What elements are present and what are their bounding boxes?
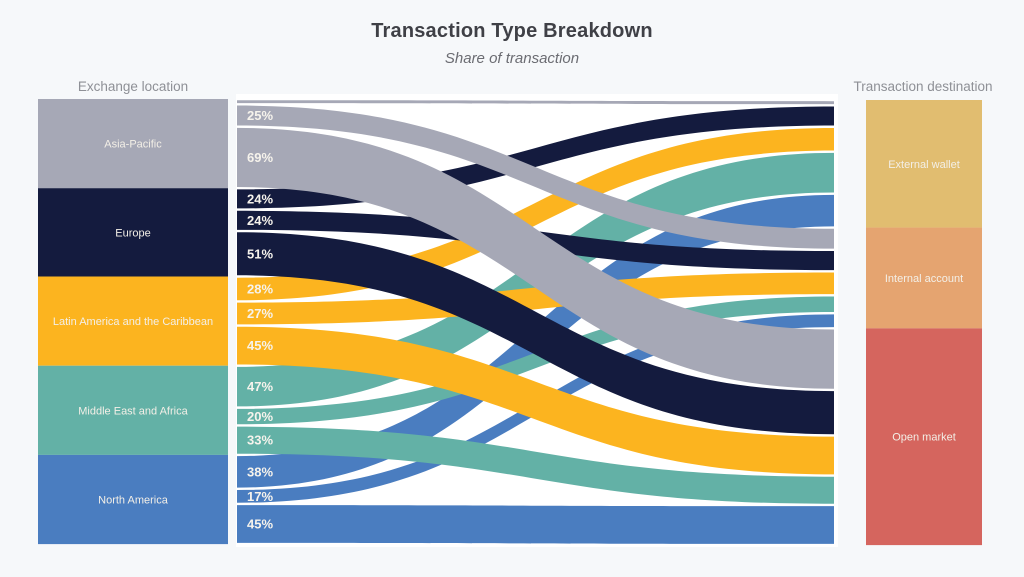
flow-value-label: 24% xyxy=(247,213,273,228)
sankey-link-europe-to-open-market[interactable] xyxy=(237,232,834,435)
node-label: Middle East and Africa xyxy=(78,405,188,417)
left-column-header: Exchange location xyxy=(77,79,189,94)
node-label: Latin America and the Caribbean xyxy=(53,316,213,328)
page-subtitle: Share of transaction xyxy=(444,50,580,67)
sankey-link-north-america-to-open-market[interactable] xyxy=(237,505,834,544)
flow-value-label: 45% xyxy=(247,338,273,353)
node-label: Europe xyxy=(115,227,150,239)
node-label: External wallet xyxy=(888,159,960,171)
flow-value-label: 33% xyxy=(247,433,273,448)
flow-value-label: 25% xyxy=(247,108,273,123)
sankey-link-latin-america-and-the-caribbean-to-internal-account[interactable] xyxy=(237,272,834,325)
node-label: Asia-Pacific xyxy=(104,139,162,151)
flow-value-label: 45% xyxy=(247,517,273,532)
flow-value-label: 51% xyxy=(247,246,273,261)
right-column-header: Transaction destination xyxy=(853,79,993,94)
flow-value-label: 17% xyxy=(247,489,273,504)
sankey-node-europe[interactable] xyxy=(38,188,228,277)
flow-value-label: 38% xyxy=(247,464,273,479)
sankey-link-middle-east-and-africa-to-internal-account[interactable] xyxy=(237,296,834,425)
sankey-node-open-market[interactable] xyxy=(866,328,982,546)
node-label: Internal account xyxy=(885,273,963,285)
sankey-node-asia-pacific[interactable] xyxy=(38,99,228,189)
sankey-node-north-america[interactable] xyxy=(38,454,228,545)
sankey-node-external-wallet[interactable] xyxy=(866,100,982,228)
flow-value-label: 24% xyxy=(247,191,273,206)
sankey-node-internal-account[interactable] xyxy=(866,227,982,329)
sankey-link-latin-america-and-the-caribbean-to-open-market[interactable] xyxy=(237,326,834,475)
node-label: North America xyxy=(98,495,169,507)
sankey-node-latin-america-and-the-caribbean[interactable] xyxy=(38,276,228,366)
sankey-link-latin-america-and-the-caribbean-to-external-wallet[interactable] xyxy=(237,127,834,301)
sankey-link-middle-east-and-africa-to-open-market[interactable] xyxy=(237,426,834,504)
flow-value-label: 47% xyxy=(247,379,273,394)
flow-value-label: 20% xyxy=(247,409,273,424)
sankey-link-asia-pacific-to-open-market[interactable] xyxy=(237,127,834,389)
page-title: Transaction Type Breakdown xyxy=(371,20,653,42)
sankey-node-middle-east-and-africa[interactable] xyxy=(38,365,228,455)
sankey-link-asia-pacific-to-internal-account[interactable] xyxy=(237,105,834,249)
flow-value-label: 27% xyxy=(247,306,273,321)
node-label: Open market xyxy=(892,432,956,444)
flow-value-label: 69% xyxy=(247,150,273,165)
sankey-link-asia-pacific-to-external-wallet[interactable] xyxy=(237,100,834,105)
flow-value-label: 28% xyxy=(247,281,273,296)
